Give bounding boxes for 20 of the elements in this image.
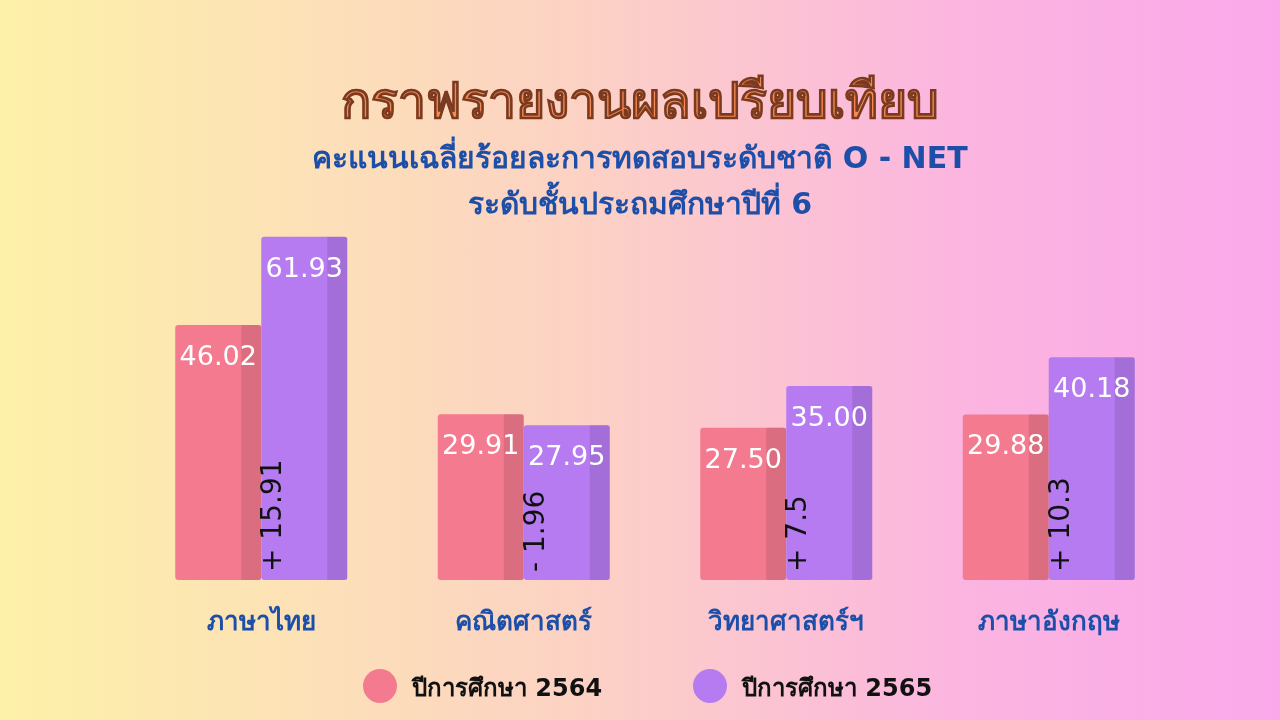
x-tick-label: ภาษาไทย bbox=[206, 605, 316, 636]
annotation: + 10.3 bbox=[1042, 477, 1076, 572]
data-label: 27.95 bbox=[528, 440, 606, 472]
annotation: + 7.5 bbox=[780, 495, 814, 572]
annotation: - 1.96 bbox=[517, 490, 551, 572]
x-tick-label: ภาษาอังกฤษ bbox=[977, 606, 1120, 636]
chart-subtitle: คะแนนเฉลี่ยร้อยละการทดสอบระดับชาติ O - NET ระดับชั้นประถมศึกษาปีที่ 6 bbox=[312, 136, 969, 221]
data-label: 29.91 bbox=[442, 429, 520, 461]
legend-label: ปีการศึกษา 2564 bbox=[411, 674, 603, 702]
data-label: 46.02 bbox=[179, 340, 257, 372]
x-tick-label: คณิตศาสตร์ bbox=[455, 606, 593, 636]
data-label: 27.50 bbox=[704, 442, 782, 474]
data-label: 40.18 bbox=[1053, 372, 1131, 404]
x-tick-label: วิทยาศาสตร์ฯ bbox=[708, 606, 865, 636]
data-label: 61.93 bbox=[265, 251, 343, 283]
data-label: 35.00 bbox=[790, 401, 868, 433]
chart-title: กราฟรายงานผลเปรียบเทียบ bbox=[341, 72, 939, 130]
legend-label: ปีการศึกษา 2565 bbox=[741, 674, 933, 702]
annotation: + 15.91 bbox=[255, 459, 289, 572]
data-label: 29.88 bbox=[967, 429, 1045, 461]
